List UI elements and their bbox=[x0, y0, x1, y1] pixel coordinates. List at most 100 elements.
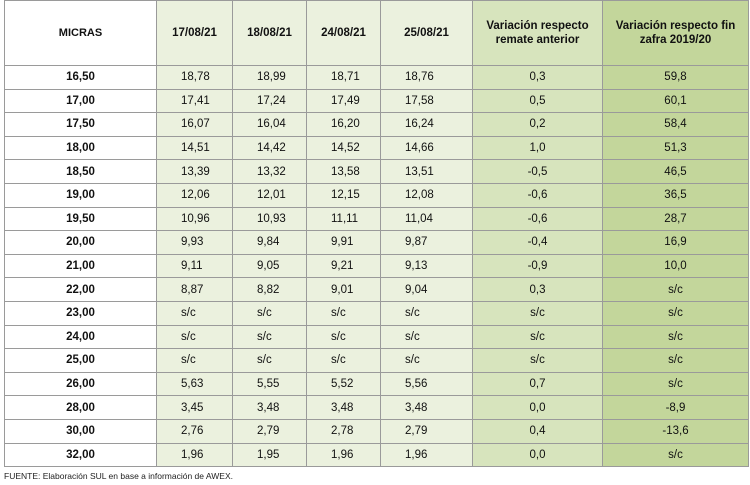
price-cell: 17,24 bbox=[232, 88, 307, 114]
table-row: 21,00 9,11 9,05 9,21 9,13 -0,9 10,0 bbox=[4, 253, 749, 279]
price-cell: 16,07 bbox=[156, 112, 233, 137]
micras-cell: 24,00 bbox=[4, 324, 157, 350]
price-cell: 9,13 bbox=[380, 253, 473, 279]
var-remate-cell: 0,2 bbox=[472, 112, 603, 137]
price-cell: s/c bbox=[306, 300, 381, 326]
var-remate-cell: 0,3 bbox=[472, 65, 603, 90]
table-row: 28,00 3,45 3,48 3,48 3,48 0,0 -8,9 bbox=[4, 395, 749, 420]
price-cell: 5,63 bbox=[156, 371, 233, 397]
header-micras: MICRAS bbox=[4, 0, 157, 66]
price-cell: 13,32 bbox=[232, 159, 307, 184]
price-cell: 3,45 bbox=[156, 395, 233, 420]
table-row: 26,00 5,63 5,55 5,52 5,56 0,7 s/c bbox=[4, 371, 749, 397]
var-remate-cell: -0,5 bbox=[472, 159, 603, 184]
price-cell: 10,96 bbox=[156, 206, 233, 232]
header-var-zafra: Variación respecto fin zafra 2019/20 bbox=[602, 0, 749, 66]
table-row: 32,00 1,96 1,95 1,96 1,96 0,0 s/c bbox=[4, 442, 749, 468]
price-cell: 1,96 bbox=[380, 442, 473, 468]
micras-cell: 19,50 bbox=[4, 206, 157, 232]
micras-cell: 21,00 bbox=[4, 253, 157, 279]
price-cell: 9,04 bbox=[380, 277, 473, 302]
micras-cell: 16,50 bbox=[4, 65, 157, 90]
header-date-2: 18/08/21 bbox=[232, 0, 307, 66]
price-cell: 14,42 bbox=[232, 135, 307, 161]
var-remate-cell: 1,0 bbox=[472, 135, 603, 161]
micras-cell: 17,00 bbox=[4, 88, 157, 114]
price-cell: 3,48 bbox=[232, 395, 307, 420]
price-cell: s/c bbox=[156, 300, 233, 326]
source-note: FUENTE: Elaboración SUL en base a inform… bbox=[4, 471, 233, 481]
var-remate-cell: 0,3 bbox=[472, 277, 603, 302]
micras-cell: 17,50 bbox=[4, 112, 157, 137]
price-cell: 18,78 bbox=[156, 65, 233, 90]
var-zafra-cell: s/c bbox=[602, 277, 749, 302]
price-cell: s/c bbox=[380, 300, 473, 326]
micras-cell: 22,00 bbox=[4, 277, 157, 302]
var-remate-cell: 0,5 bbox=[472, 88, 603, 114]
price-cell: 2,76 bbox=[156, 418, 233, 444]
micras-cell: 26,00 bbox=[4, 371, 157, 397]
micras-cell: 23,00 bbox=[4, 300, 157, 326]
var-zafra-cell: 16,9 bbox=[602, 230, 749, 255]
price-cell: 2,79 bbox=[380, 418, 473, 444]
table-row: 17,00 17,41 17,24 17,49 17,58 0,5 60,1 bbox=[4, 88, 749, 114]
price-cell: 5,55 bbox=[232, 371, 307, 397]
table-row: 19,00 12,06 12,01 12,15 12,08 -0,6 36,5 bbox=[4, 182, 749, 208]
table-row: 22,00 8,87 8,82 9,01 9,04 0,3 s/c bbox=[4, 277, 749, 302]
var-zafra-cell: 58,4 bbox=[602, 112, 749, 137]
price-cell: 8,87 bbox=[156, 277, 233, 302]
var-zafra-cell: 36,5 bbox=[602, 182, 749, 208]
price-cell: s/c bbox=[232, 348, 307, 373]
var-remate-cell: s/c bbox=[472, 324, 603, 350]
price-cell: 14,52 bbox=[306, 135, 381, 161]
micras-cell: 19,00 bbox=[4, 182, 157, 208]
var-zafra-cell: s/c bbox=[602, 442, 749, 468]
price-cell: 9,01 bbox=[306, 277, 381, 302]
header-date-1: 17/08/21 bbox=[156, 0, 233, 66]
price-cell: 9,84 bbox=[232, 230, 307, 255]
table-row: 17,50 16,07 16,04 16,20 16,24 0,2 58,4 bbox=[4, 112, 749, 137]
var-zafra-cell: 10,0 bbox=[602, 253, 749, 279]
price-cell: 9,93 bbox=[156, 230, 233, 255]
price-cell: 3,48 bbox=[306, 395, 381, 420]
price-cell: 8,82 bbox=[232, 277, 307, 302]
header-var-remate: Variación respecto remate anterior bbox=[472, 0, 603, 66]
header-date-3: 24/08/21 bbox=[306, 0, 381, 66]
var-remate-cell: s/c bbox=[472, 348, 603, 373]
price-cell: 1,95 bbox=[232, 442, 307, 468]
price-cell: s/c bbox=[232, 324, 307, 350]
price-cell: 12,01 bbox=[232, 182, 307, 208]
price-cell: 16,20 bbox=[306, 112, 381, 137]
table-row: 24,00 s/c s/c s/c s/c s/c s/c bbox=[4, 324, 749, 350]
table-body: 16,50 18,78 18,99 18,71 18,76 0,3 59,8 17,00 17,… bbox=[4, 65, 749, 468]
var-zafra-cell: 59,8 bbox=[602, 65, 749, 90]
var-zafra-cell: -8,9 bbox=[602, 395, 749, 420]
price-cell: 17,58 bbox=[380, 88, 473, 114]
micras-cell: 32,00 bbox=[4, 442, 157, 468]
var-zafra-cell: 46,5 bbox=[602, 159, 749, 184]
price-cell: 13,39 bbox=[156, 159, 233, 184]
var-zafra-cell: 51,3 bbox=[602, 135, 749, 161]
wool-price-table: MICRAS 17/08/21 18/08/21 24/08/21 25/08/… bbox=[4, 0, 749, 468]
micras-cell: 18,00 bbox=[4, 135, 157, 161]
price-cell: 9,87 bbox=[380, 230, 473, 255]
var-zafra-cell: 60,1 bbox=[602, 88, 749, 114]
price-cell: 17,49 bbox=[306, 88, 381, 114]
var-remate-cell: -0,6 bbox=[472, 182, 603, 208]
price-cell: s/c bbox=[306, 348, 381, 373]
price-cell: s/c bbox=[156, 348, 233, 373]
price-cell: 9,21 bbox=[306, 253, 381, 279]
table-row: 30,00 2,76 2,79 2,78 2,79 0,4 -13,6 bbox=[4, 418, 749, 444]
price-table-container: MICRAS 17/08/21 18/08/21 24/08/21 25/08/… bbox=[4, 0, 749, 468]
table-row: 16,50 18,78 18,99 18,71 18,76 0,3 59,8 bbox=[4, 65, 749, 90]
price-cell: s/c bbox=[232, 300, 307, 326]
price-cell: 17,41 bbox=[156, 88, 233, 114]
table-row: 18,00 14,51 14,42 14,52 14,66 1,0 51,3 bbox=[4, 135, 749, 161]
price-cell: 16,24 bbox=[380, 112, 473, 137]
price-cell: 12,15 bbox=[306, 182, 381, 208]
var-zafra-cell: s/c bbox=[602, 324, 749, 350]
table-row: 23,00 s/c s/c s/c s/c s/c s/c bbox=[4, 300, 749, 326]
price-cell: 9,11 bbox=[156, 253, 233, 279]
price-cell: 14,66 bbox=[380, 135, 473, 161]
price-cell: 16,04 bbox=[232, 112, 307, 137]
